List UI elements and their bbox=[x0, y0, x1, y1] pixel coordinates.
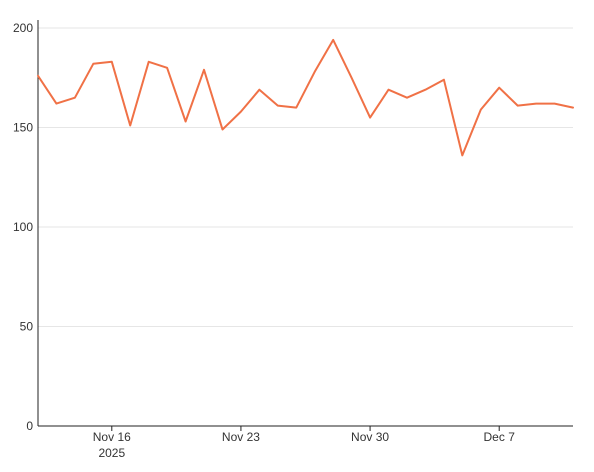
y-tick-label: 100 bbox=[13, 220, 33, 234]
x-tick-label: Dec 7 bbox=[484, 430, 516, 444]
x-tick-labels: Nov 16 2025 Nov 23 Nov 30 Dec 7 bbox=[93, 430, 515, 460]
y-tick-label: 0 bbox=[26, 419, 33, 433]
y-tick-label: 150 bbox=[13, 121, 33, 135]
series-line bbox=[37, 38, 574, 157]
x-tick-label: Nov 23 bbox=[222, 430, 260, 444]
gridlines bbox=[38, 27, 573, 327]
axes bbox=[37, 20, 573, 431]
y-tick-label: 50 bbox=[20, 320, 34, 334]
x-tick-sublabel-year: 2025 bbox=[98, 446, 125, 460]
x-tick-label: Nov 30 bbox=[351, 430, 389, 444]
y-tick-labels: 0 50 100 150 200 bbox=[13, 21, 33, 433]
x-tick-label: Nov 16 bbox=[93, 430, 131, 444]
y-tick-label: 200 bbox=[13, 21, 33, 35]
series-lines bbox=[37, 38, 574, 157]
